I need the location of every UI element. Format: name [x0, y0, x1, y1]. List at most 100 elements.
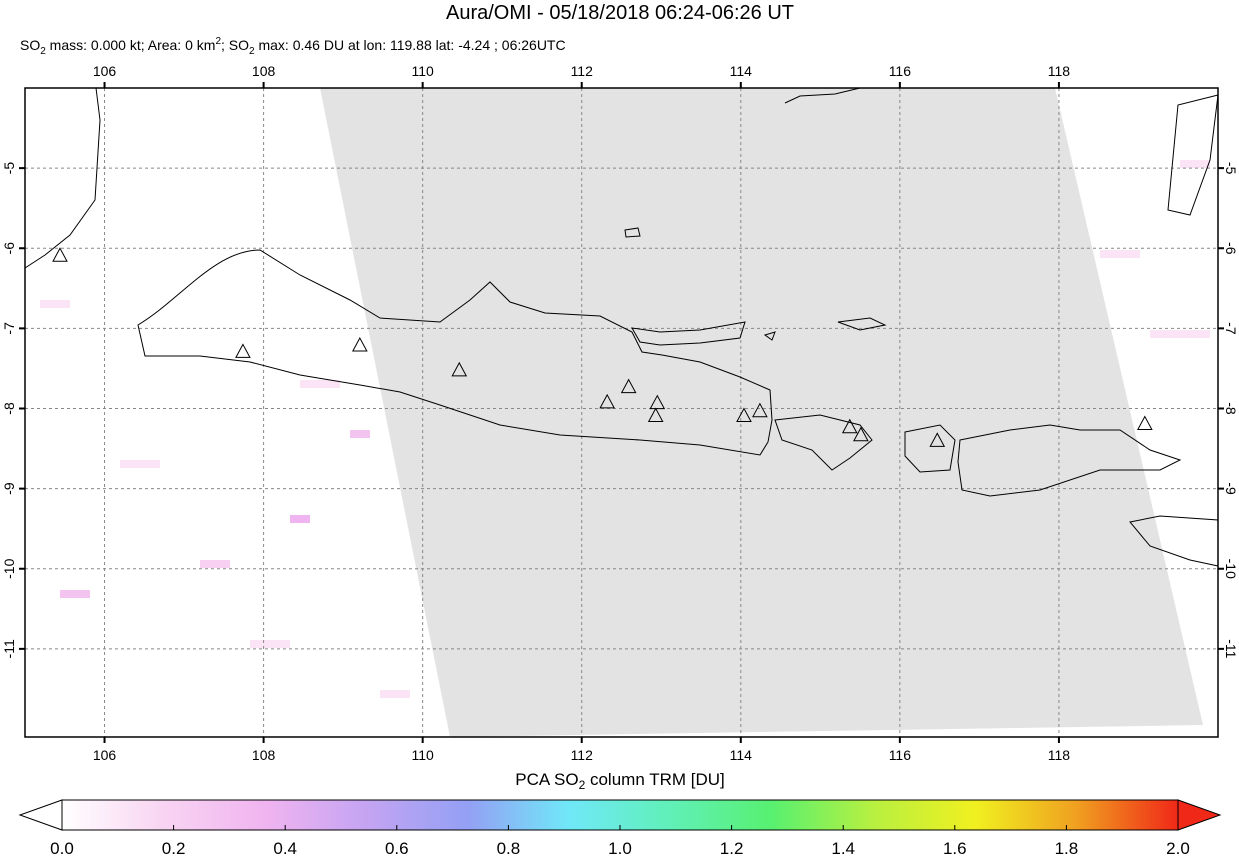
tick-mark	[1218, 167, 1224, 170]
subtitle-sup: 2	[215, 36, 221, 47]
colorbar-label-part: PCA SO	[515, 770, 578, 789]
subtitle-part: max: 0.46 DU at lon: 119.88 lat: -4.24 ;…	[255, 37, 566, 53]
lon-tick-label: 106	[93, 63, 117, 79]
lon-tick-label: 116	[889, 63, 912, 79]
lat-tick-label: -9	[1223, 482, 1239, 495]
volcano	[1136, 415, 1153, 431]
volcanoes	[52, 247, 1153, 447]
colorbar-label: PCA SO2 column TRM [DU]	[515, 770, 725, 792]
tick-mark	[898, 82, 901, 88]
colorbar-over	[1177, 799, 1222, 831]
tick-mark	[1218, 407, 1224, 410]
lon-tick-label: 118	[1048, 747, 1071, 763]
lon-tick-label: 114	[730, 747, 753, 763]
tick-mark	[421, 82, 424, 88]
lat-tick-label: -5	[1223, 162, 1239, 175]
tick-mark	[19, 487, 25, 490]
colorbar-tick-label: 0.2	[162, 839, 186, 855]
lat-tick-label: -10	[1223, 559, 1239, 579]
tick-mark	[1057, 82, 1060, 88]
lat-tick-label: -7	[1223, 322, 1239, 335]
tick-mark	[19, 407, 25, 410]
tick-mark	[1218, 647, 1224, 650]
lon-tick-label: 116	[889, 747, 912, 763]
tick-mark	[262, 737, 265, 743]
lon-tick-label: 108	[252, 747, 276, 763]
volcano	[52, 247, 68, 262]
lon-tick-label: 114	[730, 63, 753, 79]
tick-mark	[739, 82, 742, 88]
subtitle-part: mass: 0.000 kt; Area: 0 km	[46, 37, 216, 53]
volcano	[752, 402, 768, 418]
colorbar-tick-label: 0.6	[385, 839, 409, 855]
lat-tick-label: -8	[1, 402, 17, 415]
volcano	[647, 407, 664, 423]
volcano	[929, 432, 946, 447]
volcano	[599, 393, 616, 409]
tick-mark	[898, 737, 901, 743]
colorbar-label-sub: 2	[579, 778, 586, 792]
lat-tick-label: -10	[1, 558, 17, 578]
colorbar-tick-label: 1.8	[1055, 839, 1079, 855]
lat-tick-label: -9	[1, 482, 17, 495]
lon-tick-label: 112	[571, 747, 594, 763]
subtitle-part: SO	[20, 37, 40, 53]
tick-mark	[103, 82, 106, 88]
colorbar-tick-label: 1.4	[831, 839, 855, 855]
coastlines	[24, 87, 1219, 567]
tick-mark	[1218, 247, 1224, 250]
volcano	[351, 336, 368, 352]
subtitle-sub: 2	[40, 46, 46, 57]
lat-tick-label: -8	[1223, 402, 1239, 415]
lat-tick-label: -6	[1223, 242, 1239, 255]
subtitle: SO2 mass: 0.000 kt; Area: 0 km2; SO2 max…	[20, 36, 566, 57]
colorbar-under	[18, 799, 63, 831]
volcano	[620, 378, 637, 394]
colorbar-tick-label: 1.0	[608, 839, 632, 855]
tick-mark	[1057, 737, 1060, 743]
title: Aura/OMI - 05/18/2018 06:24-06:26 UT	[446, 2, 794, 24]
colorbar-label-part: column TRM [DU]	[585, 770, 725, 789]
tick-mark	[1218, 327, 1224, 330]
lat-tick-label: -11	[1, 639, 17, 658]
noise	[40, 160, 1210, 698]
tick-mark	[421, 737, 424, 743]
tick-mark	[19, 567, 25, 570]
tick-mark	[103, 737, 106, 743]
colorbar-tick-label: 1.2	[720, 839, 744, 855]
colorbar-tick-label: 1.6	[943, 839, 967, 855]
tick-mark	[19, 647, 25, 650]
lon-tick-label: 106	[93, 747, 117, 763]
colorbar-tick-label: 0.4	[273, 839, 297, 855]
lon-tick-label: 110	[412, 747, 435, 763]
colorbar-tick-label: 0.8	[497, 839, 521, 855]
grid	[25, 88, 1218, 737]
lon-tick-label: 112	[571, 63, 594, 79]
volcano	[736, 407, 752, 423]
colorbar: PCA SO2 column TRM [DU] 0.0 0.2 0.4 0.6 0.8 1…	[18, 770, 1222, 858]
lat-tick-label: -11	[1223, 639, 1239, 658]
volcano	[235, 343, 251, 358]
tick-mark	[19, 327, 25, 330]
lat-tick-label: -6	[1, 242, 17, 255]
lat-tick-label: -5	[1, 162, 17, 175]
subtitle-part: ; SO	[221, 37, 249, 53]
tick-mark	[262, 82, 265, 88]
lon-tick-label: 110	[412, 63, 435, 79]
swath	[320, 88, 1203, 737]
tick-mark	[19, 167, 25, 170]
map-area	[24, 87, 1219, 738]
tick-mark	[1218, 567, 1224, 570]
tick-mark	[19, 247, 25, 250]
volcano	[853, 426, 869, 442]
lat-tick-label: -7	[1, 322, 17, 335]
subtitle-sub: 2	[249, 46, 255, 57]
lon-tick-label: 108	[252, 63, 276, 79]
tick-mark	[1218, 487, 1224, 490]
tick-mark	[580, 737, 583, 743]
colorbar-tick-label: 0.0	[50, 839, 74, 855]
lon-tick-label: 118	[1048, 63, 1071, 79]
map-frame	[24, 87, 1219, 738]
tick-mark	[580, 82, 583, 88]
